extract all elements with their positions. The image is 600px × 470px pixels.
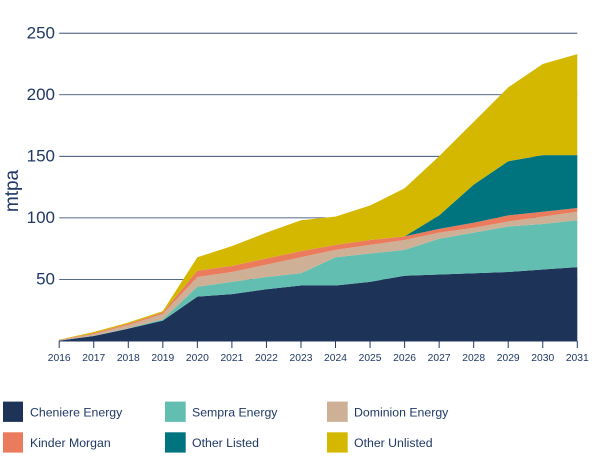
svg-text:2031: 2031 — [566, 353, 589, 364]
svg-text:Other Listed: Other Listed — [192, 436, 259, 450]
svg-text:2026: 2026 — [393, 353, 416, 364]
svg-text:250: 250 — [27, 24, 55, 43]
svg-text:2025: 2025 — [359, 353, 382, 364]
svg-text:2018: 2018 — [117, 353, 140, 364]
svg-text:2030: 2030 — [531, 353, 554, 364]
svg-text:Other Unlisted: Other Unlisted — [354, 436, 433, 450]
svg-text:2019: 2019 — [151, 353, 174, 364]
svg-text:2021: 2021 — [220, 353, 243, 364]
svg-text:2017: 2017 — [82, 353, 105, 364]
svg-text:2023: 2023 — [290, 353, 313, 364]
svg-text:2016: 2016 — [48, 353, 71, 364]
svg-text:Dominion Energy: Dominion Energy — [354, 406, 449, 420]
svg-text:2029: 2029 — [497, 353, 520, 364]
svg-text:mtpa: mtpa — [2, 169, 23, 212]
svg-text:2020: 2020 — [186, 353, 209, 364]
svg-text:Sempra Energy: Sempra Energy — [192, 406, 278, 420]
svg-text:100: 100 — [27, 208, 55, 227]
svg-text:200: 200 — [27, 85, 55, 104]
svg-text:2027: 2027 — [428, 353, 451, 364]
svg-text:50: 50 — [36, 270, 55, 289]
svg-text:2024: 2024 — [324, 353, 347, 364]
svg-text:Cheniere Energy: Cheniere Energy — [30, 406, 123, 420]
svg-text:150: 150 — [27, 147, 55, 166]
svg-text:Kinder Morgan: Kinder Morgan — [30, 436, 111, 450]
svg-text:2022: 2022 — [255, 353, 278, 364]
svg-text:2028: 2028 — [462, 353, 485, 364]
